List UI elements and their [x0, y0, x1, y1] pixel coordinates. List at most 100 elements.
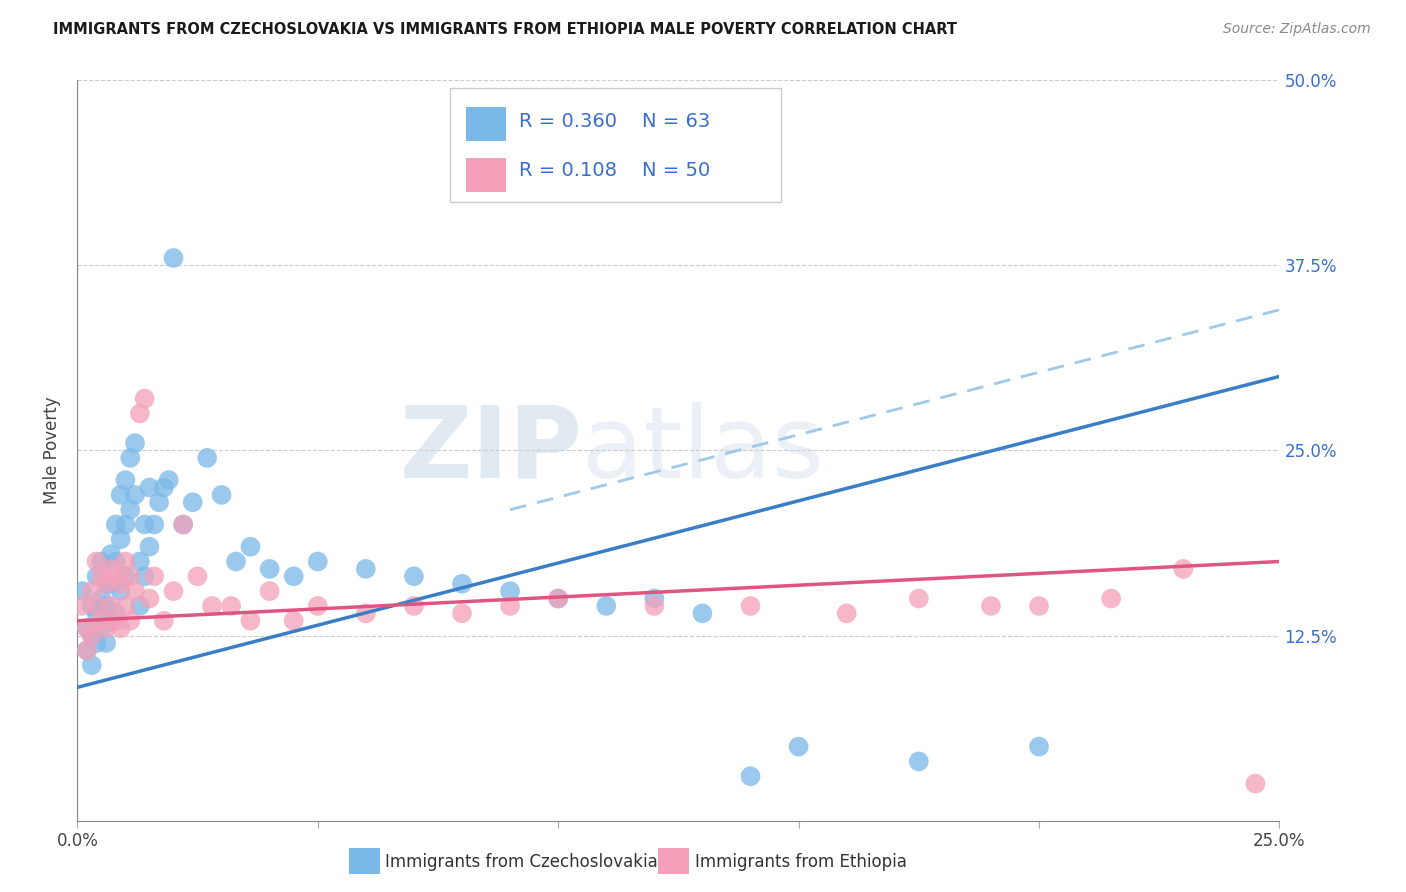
Point — [225, 555, 247, 569]
Point — [307, 555, 329, 569]
Point — [70, 599, 93, 613]
Point — [1028, 599, 1050, 613]
Point — [76, 621, 98, 635]
Point — [100, 576, 122, 591]
FancyBboxPatch shape — [450, 87, 780, 202]
Point — [499, 584, 522, 599]
Point — [80, 599, 103, 613]
Point — [402, 599, 425, 613]
Point — [211, 488, 233, 502]
Point — [1173, 562, 1195, 576]
Point — [124, 584, 146, 599]
Point — [187, 569, 209, 583]
Point — [86, 599, 108, 613]
Point — [90, 614, 112, 628]
Text: ZIP: ZIP — [399, 402, 582, 499]
Point — [124, 436, 146, 450]
Point — [104, 555, 127, 569]
Point — [172, 517, 194, 532]
Point — [239, 614, 262, 628]
Point — [96, 599, 118, 613]
Point — [76, 621, 98, 635]
Point — [740, 599, 762, 613]
Point — [90, 621, 112, 635]
Point — [162, 584, 184, 599]
Text: Immigrants from Ethiopia: Immigrants from Ethiopia — [695, 853, 907, 871]
Point — [104, 569, 127, 583]
Point — [153, 481, 176, 495]
Point — [1099, 591, 1122, 606]
Point — [908, 755, 931, 769]
Point — [80, 629, 103, 643]
Point — [402, 569, 425, 583]
Point — [110, 533, 132, 547]
Point — [643, 599, 665, 613]
Point — [80, 584, 103, 599]
Point — [104, 607, 127, 621]
Point — [181, 495, 204, 509]
Point — [120, 614, 142, 628]
Text: R = 0.360    N = 63: R = 0.360 N = 63 — [519, 112, 710, 131]
Point — [100, 562, 122, 576]
Text: IMMIGRANTS FROM CZECHOSLOVAKIA VS IMMIGRANTS FROM ETHIOPIA MALE POVERTY CORRELAT: IMMIGRANTS FROM CZECHOSLOVAKIA VS IMMIGR… — [53, 22, 957, 37]
Point — [110, 584, 132, 599]
Point — [90, 591, 112, 606]
Point — [908, 591, 931, 606]
Point — [148, 495, 170, 509]
Point — [134, 392, 156, 406]
Point — [138, 591, 160, 606]
Point — [162, 251, 184, 265]
Point — [451, 607, 474, 621]
Point — [80, 629, 103, 643]
Point — [143, 569, 166, 583]
Point — [172, 517, 194, 532]
Point — [283, 614, 305, 628]
Point — [451, 576, 474, 591]
Point — [120, 569, 142, 583]
Point — [120, 450, 142, 465]
Point — [110, 576, 132, 591]
Point — [100, 614, 122, 628]
Point — [90, 555, 112, 569]
Point — [104, 614, 127, 628]
Point — [128, 407, 150, 421]
Point — [110, 488, 132, 502]
Point — [1244, 776, 1267, 791]
Point — [96, 576, 118, 591]
Point — [143, 517, 166, 532]
Point — [259, 562, 281, 576]
Point — [100, 547, 122, 561]
Point — [499, 599, 522, 613]
Point — [120, 502, 142, 516]
Point — [134, 517, 156, 532]
Point — [195, 450, 218, 465]
Point — [124, 488, 146, 502]
Point — [114, 473, 136, 487]
Point — [110, 621, 132, 635]
Text: Source: ZipAtlas.com: Source: ZipAtlas.com — [1223, 22, 1371, 37]
Point — [239, 540, 262, 554]
Point — [128, 599, 150, 613]
Point — [307, 599, 329, 613]
FancyBboxPatch shape — [465, 158, 506, 192]
Point — [128, 555, 150, 569]
Point — [354, 562, 377, 576]
Point — [354, 607, 377, 621]
Point — [96, 621, 118, 635]
Point — [153, 614, 176, 628]
Point — [104, 517, 127, 532]
Point — [259, 584, 281, 599]
Point — [787, 739, 810, 754]
Text: atlas: atlas — [582, 402, 824, 499]
Point — [201, 599, 224, 613]
Point — [76, 643, 98, 657]
Point — [114, 599, 136, 613]
Point — [283, 569, 305, 583]
Point — [138, 481, 160, 495]
Point — [86, 555, 108, 569]
Point — [90, 569, 112, 583]
Y-axis label: Male Poverty: Male Poverty — [44, 397, 62, 504]
Point — [219, 599, 242, 613]
Point — [114, 555, 136, 569]
Point — [157, 473, 180, 487]
